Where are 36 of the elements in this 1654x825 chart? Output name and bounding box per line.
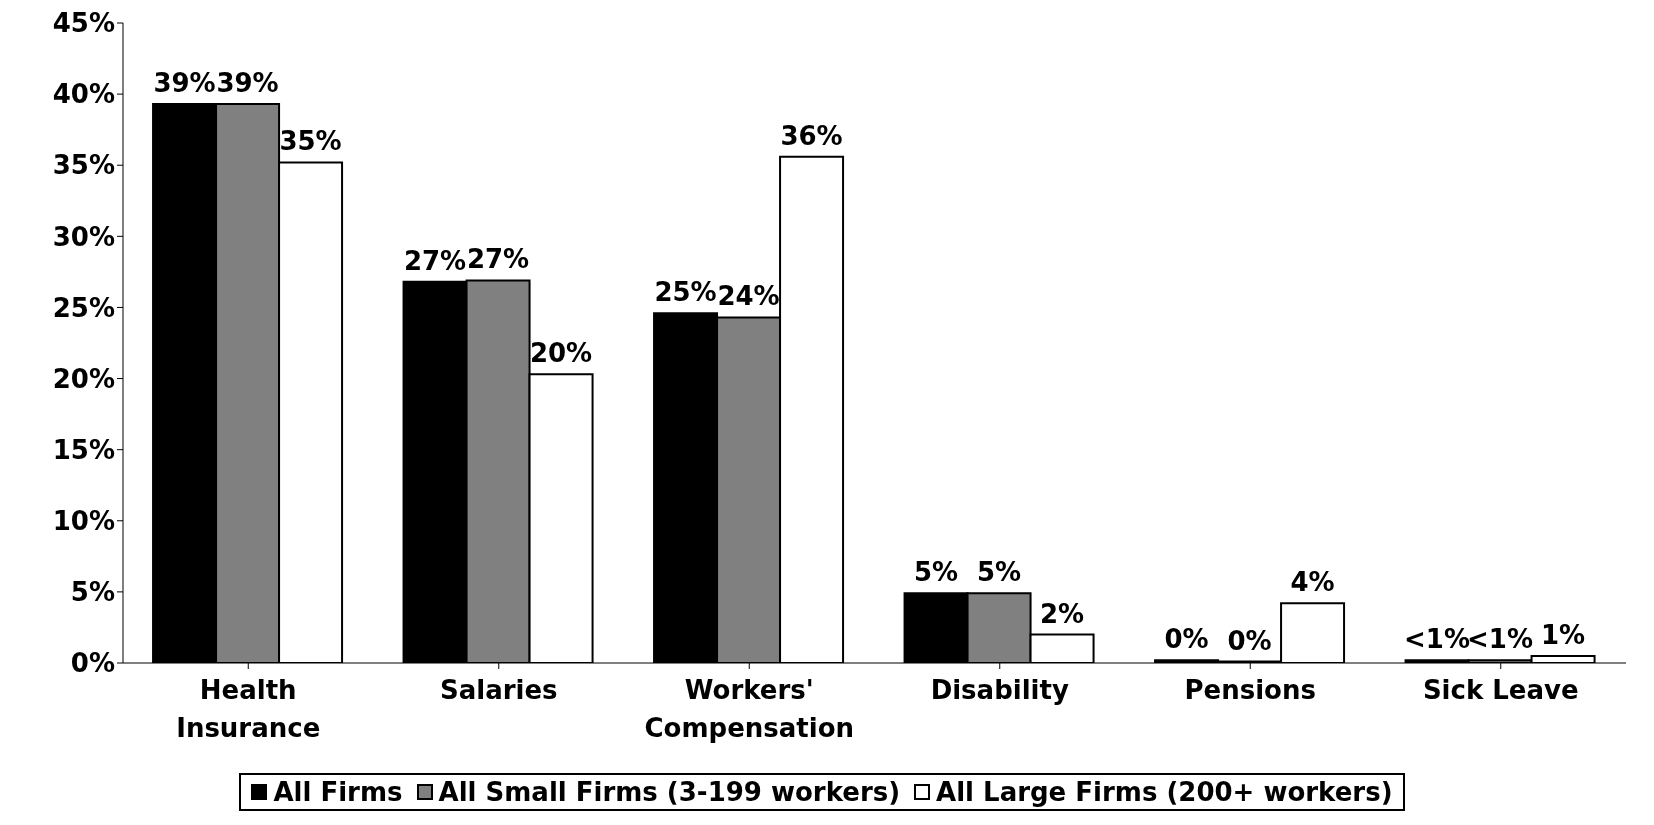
data-label: 20% bbox=[529, 338, 593, 369]
legend-label: All Large Firms (200+ workers) bbox=[935, 777, 1393, 807]
y-tick-label: 30% bbox=[52, 221, 115, 252]
data-label: 27% bbox=[466, 244, 530, 275]
legend-label: All Firms bbox=[272, 777, 403, 807]
y-tick-label: 0% bbox=[70, 648, 115, 679]
y-tick-label: 10% bbox=[52, 506, 115, 537]
y-tick-label: 40% bbox=[52, 79, 115, 110]
data-label: 1% bbox=[1540, 619, 1586, 650]
x-tick-label: Pensions bbox=[1184, 675, 1316, 705]
data-label: 5% bbox=[976, 557, 1022, 588]
x-tick-label: Disability bbox=[930, 675, 1069, 705]
data-label: 0% bbox=[1227, 625, 1272, 656]
data-label: 5% bbox=[913, 557, 959, 588]
y-tick-label: 20% bbox=[52, 363, 115, 394]
x-tick-label: Salaries bbox=[439, 675, 558, 705]
data-label: 35% bbox=[279, 126, 342, 157]
data-label: 27% bbox=[403, 245, 467, 276]
data-label: <1% bbox=[1404, 624, 1471, 655]
data-label: 36% bbox=[780, 120, 843, 151]
x-tick-label: Workers' Compensation bbox=[644, 675, 855, 743]
data-label: 24% bbox=[717, 281, 780, 312]
y-tick-label: 15% bbox=[52, 434, 115, 465]
y-tick-label: 35% bbox=[52, 150, 115, 181]
data-label: 39% bbox=[216, 68, 279, 99]
data-label: 39% bbox=[153, 68, 216, 99]
x-tick-label: Sick Leave bbox=[1422, 675, 1579, 705]
y-tick-label: 45% bbox=[52, 8, 115, 39]
x-tick-label: Health Insurance bbox=[176, 675, 321, 743]
data-label: 0% bbox=[1164, 624, 1209, 655]
y-tick-label: 5% bbox=[70, 577, 115, 608]
y-tick-label: 25% bbox=[52, 292, 115, 323]
legend-label: All Small Firms (3-199 workers) bbox=[437, 777, 901, 807]
data-label: 4% bbox=[1290, 567, 1335, 598]
data-label: 2% bbox=[1039, 598, 1085, 629]
data-label: 25% bbox=[654, 277, 717, 308]
